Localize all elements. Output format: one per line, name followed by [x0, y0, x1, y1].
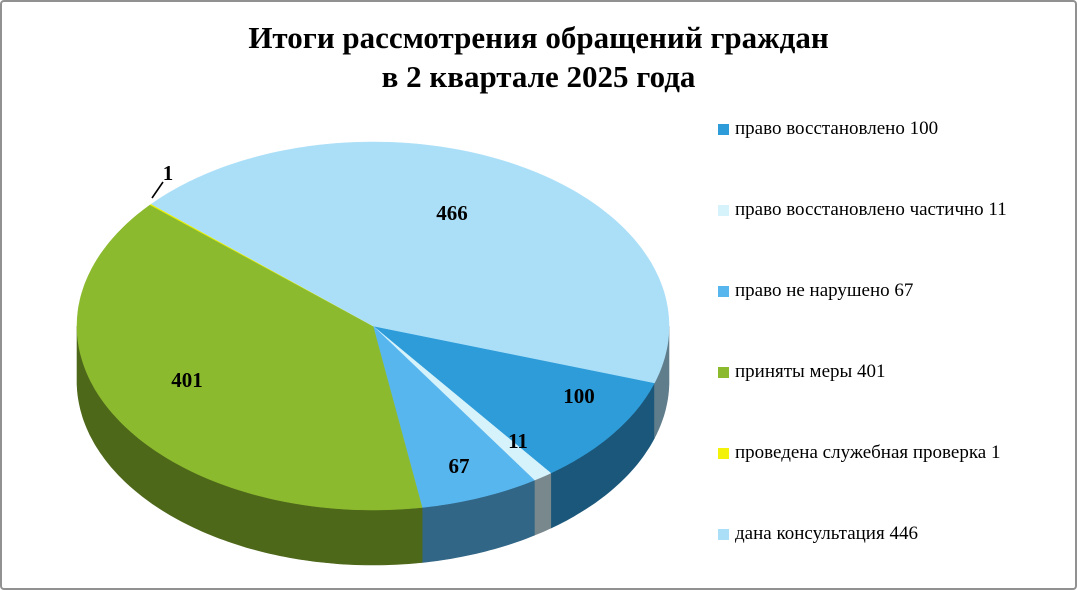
legend-label: право восстановлено частично 11 [735, 199, 1007, 220]
legend-swatch-icon [718, 204, 729, 216]
legend-label: проведена служебная проверка 1 [735, 442, 1001, 463]
pie-slice [372, 325, 655, 474]
legend: право восстановлено 100 право восстановл… [718, 118, 1007, 588]
legend-swatch-icon [718, 447, 729, 459]
pie-slice [372, 325, 535, 508]
pie-slice-side [534, 472, 552, 536]
legend-label: право восстановлено 100 [735, 118, 939, 139]
legend-swatch-icon [718, 366, 729, 378]
pie-data-label: 11 [508, 429, 528, 453]
legend-item: право восстановлено частично 11 [718, 199, 1007, 221]
pie-data-label: 401 [171, 368, 203, 392]
chart-title: Итоги рассмотрения обращений граждан в 2… [2, 18, 1075, 96]
legend-item: право не нарушено 67 [718, 280, 1007, 302]
legend-item: приняты меры 401 [718, 361, 1007, 383]
pie-data-label: 67 [449, 454, 470, 478]
legend-label: право не нарушено 67 [735, 280, 914, 301]
legend-label: дана консультация 446 [735, 523, 918, 544]
legend-item: дана консультация 446 [718, 523, 1007, 545]
legend-label: приняты меры 401 [735, 361, 886, 382]
pie-data-label: 100 [563, 384, 595, 408]
pie-data-label: 1 [163, 161, 174, 185]
legend-item: проведена служебная проверка 1 [718, 442, 1007, 464]
leader-line [151, 181, 164, 199]
legend-item: право восстановлено 100 [718, 118, 1007, 140]
pie-slice [150, 141, 670, 384]
legend-swatch-icon [718, 123, 729, 135]
legend-swatch-icon [718, 285, 729, 297]
chart-title-line1: Итоги рассмотрения обращений граждан [248, 20, 829, 55]
legend-swatch-icon [718, 528, 729, 540]
pie-data-label: 466 [436, 201, 468, 225]
chart-title-line2: в 2 квартале 2025 года [381, 59, 696, 94]
pie-slice [76, 204, 423, 511]
